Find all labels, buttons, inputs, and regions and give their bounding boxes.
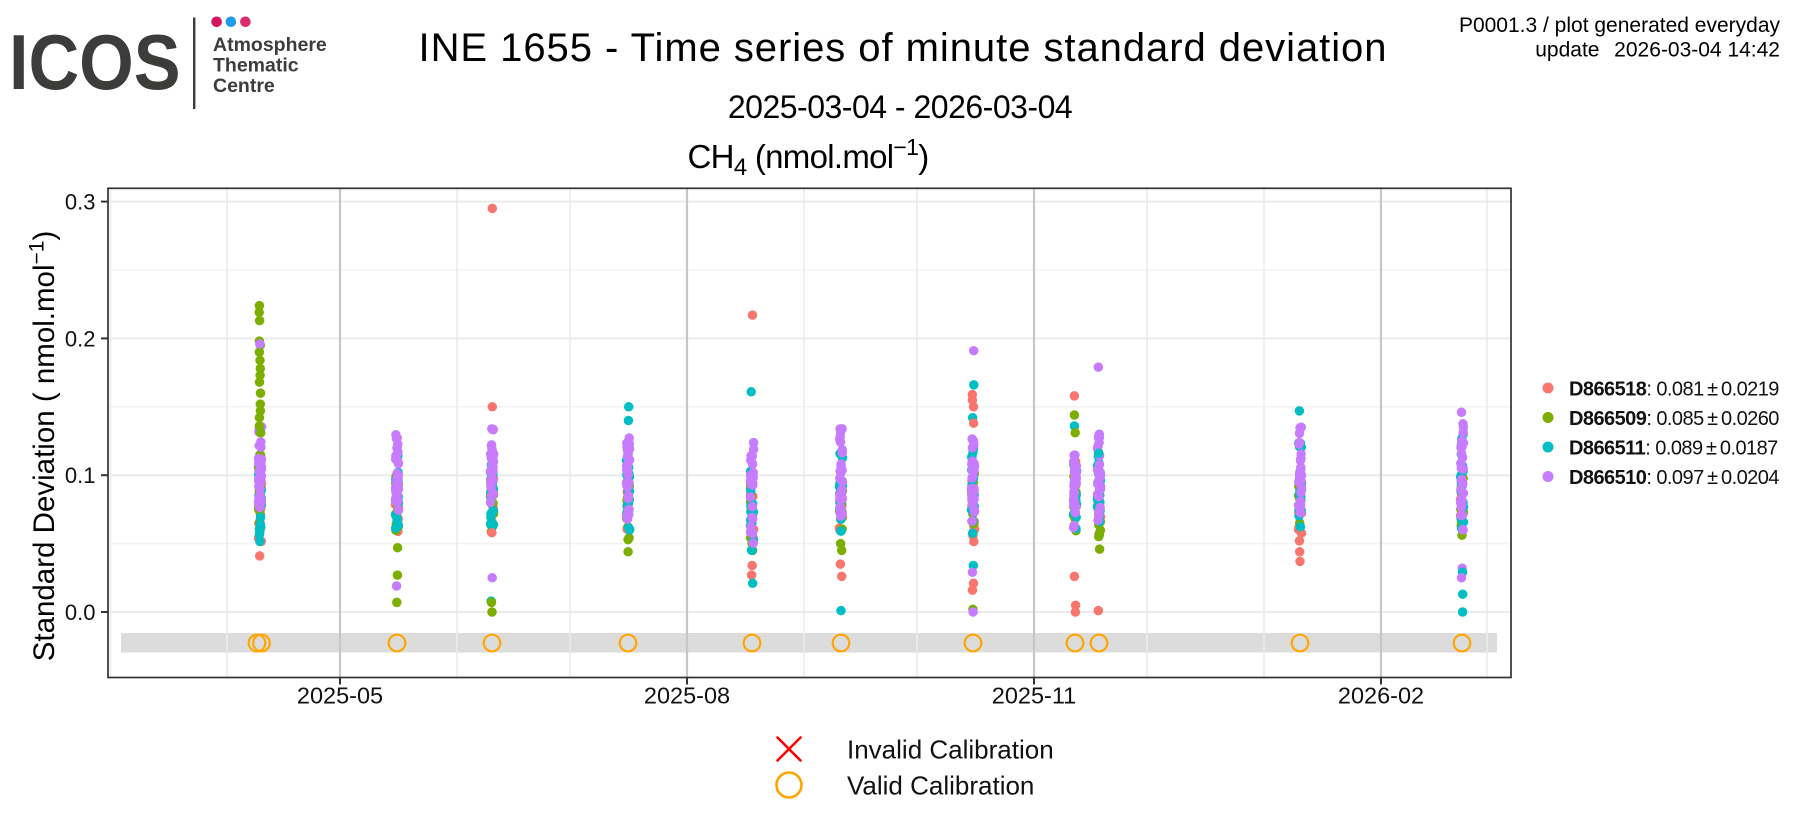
svg-text:2026-02: 2026-02 [1338, 683, 1424, 709]
svg-text:0.3: 0.3 [65, 190, 96, 215]
svg-text:D866510: 0.097 ± 0.0204: D866510: 0.097 ± 0.0204 [1569, 467, 1779, 489]
svg-text:D866509: 0.085 ± 0.0260: D866509: 0.085 ± 0.0260 [1569, 408, 1779, 430]
svg-text:0.0: 0.0 [65, 600, 96, 625]
svg-text:0.1: 0.1 [65, 463, 96, 488]
svg-text:2025-11: 2025-11 [992, 683, 1077, 709]
svg-text:Atmosphere: Atmosphere [213, 34, 327, 56]
svg-text:P0001.3 / plot generated every: P0001.3 / plot generated everyday [1459, 14, 1781, 37]
svg-text:Thematic: Thematic [213, 55, 299, 77]
svg-text:Centre: Centre [213, 75, 275, 97]
svg-text:ICOS: ICOS [9, 18, 181, 105]
svg-text:2025-05: 2025-05 [297, 683, 383, 709]
svg-text:update 2026-03-04 14:42: update 2026-03-04 14:42 [1535, 39, 1780, 62]
svg-text:INE 1655 - Time series of minu: INE 1655 - Time series of minute standar… [419, 26, 1388, 70]
svg-text:Standard Deviation ( nmol.mol−: Standard Deviation ( nmol.mol−1) [26, 231, 62, 662]
svg-text:D866518: 0.081 ± 0.0219: D866518: 0.081 ± 0.0219 [1569, 378, 1779, 400]
svg-text:CH4 (nmol.mol−1): CH4 (nmol.mol−1) [687, 134, 928, 181]
svg-text:D866511: 0.089 ± 0.0187: D866511: 0.089 ± 0.0187 [1569, 437, 1778, 459]
svg-text:Invalid Calibration: Invalid Calibration [847, 735, 1054, 765]
svg-text:Valid Calibration: Valid Calibration [847, 771, 1034, 801]
svg-text:2025-08: 2025-08 [644, 683, 730, 709]
svg-text:2025-03-04 - 2026-03-04: 2025-03-04 - 2026-03-04 [728, 89, 1072, 125]
svg-text:0.2: 0.2 [65, 326, 96, 351]
